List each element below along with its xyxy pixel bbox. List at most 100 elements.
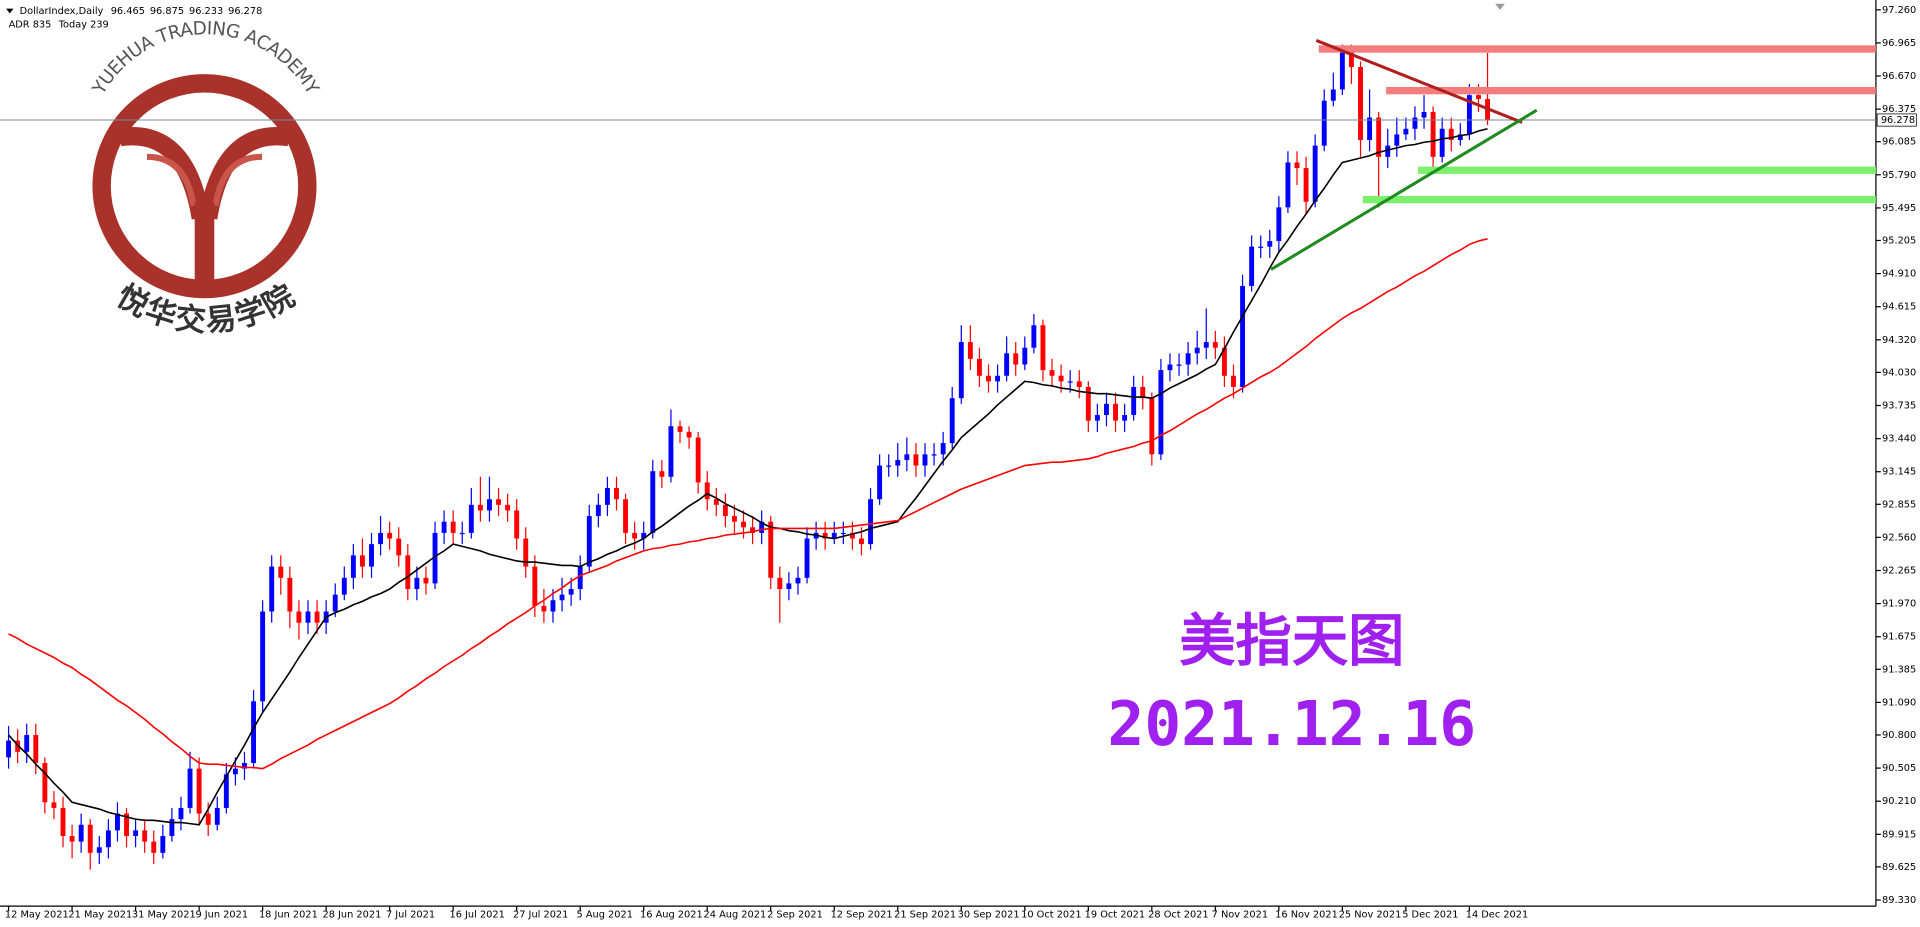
candle-body	[523, 538, 529, 567]
candle-body	[341, 577, 347, 595]
candle-body	[1240, 285, 1246, 387]
y-tick-label: 90.505	[1882, 763, 1916, 774]
trend-line	[1315, 39, 1523, 124]
candle-body	[378, 532, 384, 545]
candle-body	[1113, 403, 1118, 421]
candle-body	[1058, 375, 1064, 382]
y-tick-label: 93.735	[1882, 400, 1916, 411]
candle-body	[986, 375, 991, 382]
candle-body	[922, 454, 928, 466]
candle-body	[496, 499, 501, 505]
candle-body	[305, 611, 311, 623]
support-zone	[1417, 166, 1876, 174]
candle-body	[886, 465, 892, 467]
x-tick-label: 5 Dec 2021	[1402, 910, 1458, 921]
candle-body	[278, 566, 284, 578]
candle-body	[396, 538, 402, 556]
y-tick-label: 89.625	[1882, 862, 1916, 873]
candle-body	[1076, 381, 1082, 387]
candle-body	[242, 763, 247, 769]
x-tick-label: 24 Aug 2021	[704, 910, 767, 921]
logo-arm-inner	[146, 153, 197, 207]
logo-arm-inner	[212, 153, 263, 207]
candle-body	[1312, 145, 1318, 202]
header-low: 96.233	[189, 6, 223, 17]
y-tick-label: 89.330	[1882, 895, 1916, 906]
candle-body	[1221, 347, 1227, 376]
x-tick-label: 31 May 2021	[132, 910, 196, 921]
annotation-date: 2021.12.16	[1108, 689, 1477, 760]
candle-body	[804, 538, 810, 578]
header-ohlc: DollarIndex,Daily 96.465 96.875 96.233 96.27…	[20, 6, 263, 17]
candle-body	[641, 532, 647, 539]
candle-body	[659, 471, 665, 477]
x-tick-label: 19 Oct 2021	[1085, 910, 1145, 921]
candle-body	[741, 521, 746, 528]
candle-body	[1085, 386, 1091, 421]
candle-body	[976, 358, 982, 376]
candle-body	[78, 824, 84, 842]
candle-body	[759, 521, 765, 533]
y-tick-label: 95.790	[1882, 170, 1916, 181]
support-zone	[1362, 195, 1876, 204]
candle-body	[214, 807, 220, 825]
header-high: 96.875	[150, 6, 184, 17]
x-tick-label: 5 Aug 2021	[577, 910, 633, 921]
candle-body	[1394, 134, 1400, 146]
candle-body	[868, 499, 873, 545]
candle-body	[196, 768, 202, 814]
y-tick-label: 94.615	[1882, 302, 1916, 313]
candle-body	[251, 701, 257, 764]
x-tick-label: 30 Sep 2021	[958, 910, 1020, 921]
y-tick-label: 96.965	[1882, 38, 1916, 49]
candle-body	[105, 830, 111, 848]
x-tick-label: 2 Sep 2021	[767, 910, 823, 921]
candle-body	[1104, 403, 1109, 416]
candle-body	[1330, 89, 1336, 101]
candle-body	[1094, 415, 1100, 421]
x-tick-label: 28 Oct 2021	[1148, 910, 1208, 921]
candle-body	[1412, 117, 1418, 129]
candle-body	[713, 499, 719, 505]
candle-body	[695, 437, 701, 483]
price-box	[1876, 113, 1917, 127]
candle-body	[69, 835, 75, 842]
y-tick-label: 89.915	[1882, 829, 1916, 840]
candle-body	[1185, 353, 1191, 365]
candle-body	[550, 600, 556, 612]
candle-body	[1448, 128, 1454, 141]
y-tick-label: 90.800	[1882, 730, 1916, 741]
header-info: ADR 835 Today 239	[9, 20, 109, 31]
y-tick-label: 91.970	[1882, 599, 1916, 610]
x-tick-label: 9 Jun 2021	[195, 910, 248, 921]
candle-body	[287, 577, 293, 612]
x-tick-label: 7 Nov 2021	[1212, 910, 1268, 921]
candle-body	[650, 471, 656, 533]
candle-body	[1294, 162, 1300, 169]
candle-body	[1212, 342, 1218, 348]
candle-body	[450, 521, 456, 533]
y-tick-label: 91.675	[1882, 632, 1916, 643]
y-tick-label: 93.145	[1882, 467, 1916, 478]
candle-body	[96, 847, 102, 853]
header-open: 96.465	[111, 6, 145, 17]
candle-body	[604, 488, 610, 505]
candle-body	[1167, 364, 1173, 371]
candle-body	[722, 504, 728, 517]
candle-body	[1421, 111, 1427, 118]
candle-body	[1249, 246, 1255, 286]
x-tick-label: 16 Aug 2021	[640, 910, 703, 921]
x-tick-label: 27 Jul 2021	[513, 910, 568, 921]
y-tick-label: 94.030	[1882, 367, 1916, 378]
candle-body	[514, 510, 520, 539]
candle-body	[940, 443, 946, 455]
candle-body	[414, 577, 420, 590]
candle-body	[1321, 100, 1327, 146]
candle-body	[178, 807, 184, 820]
candle-body	[967, 342, 973, 359]
adr: ADR 835	[9, 20, 52, 31]
candle-body	[205, 813, 211, 825]
candle-body	[1348, 50, 1354, 68]
candle-body	[1231, 375, 1236, 387]
